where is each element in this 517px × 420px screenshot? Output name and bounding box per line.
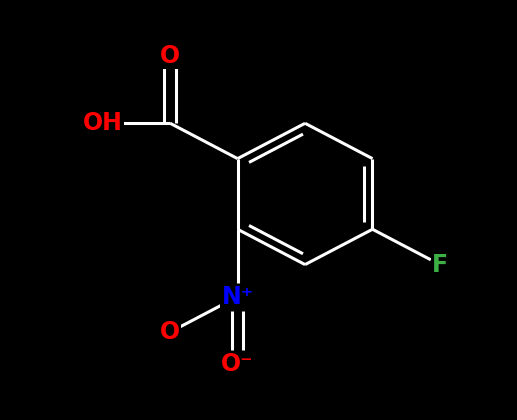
Text: F: F [432, 252, 448, 277]
Text: OH: OH [83, 111, 123, 135]
Text: O: O [160, 320, 180, 344]
Text: O: O [160, 44, 180, 68]
Text: N⁺: N⁺ [221, 285, 254, 309]
Text: O⁻: O⁻ [221, 352, 254, 376]
